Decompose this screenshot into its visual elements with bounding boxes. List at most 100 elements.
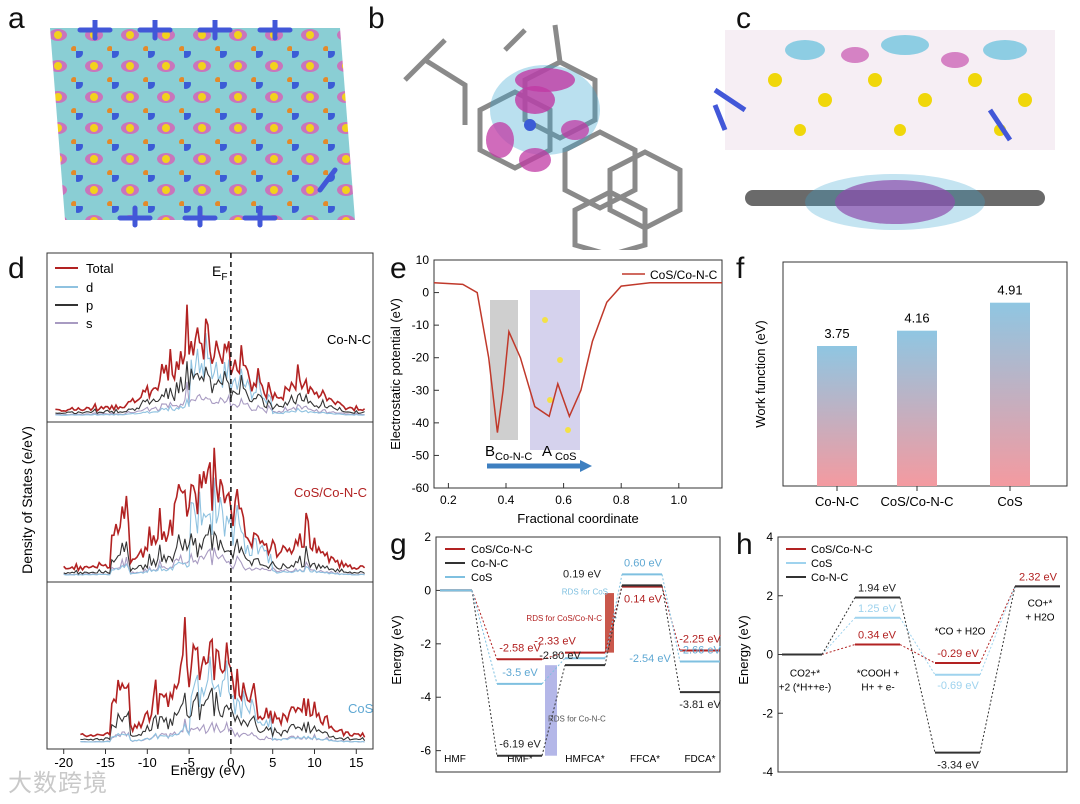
co2rr-ytick-label: 0 — [766, 648, 773, 662]
hmf-value-label-0-2: -2.33 eV — [534, 636, 576, 648]
co2rr-state-label-1-1: H+ + e- — [861, 683, 894, 694]
molecule-render-c — [712, 30, 1055, 230]
co2rr-ytick-label: -2 — [762, 706, 773, 720]
dos-xlabel: Energy (eV) — [171, 762, 246, 778]
co2rr-ytick-label: -4 — [762, 765, 773, 779]
esp-xlabel: Fractional coordinate — [517, 511, 638, 526]
hmf-connector-1-2 — [541, 665, 566, 756]
panel-f-chart: 3.75 Co-N-C 4.16 CoS/Co-N-C 4.91 CoS Work fun… — [753, 261, 1068, 509]
esp-ytick-label: -10 — [412, 318, 430, 332]
co2rr-connector-2-1 — [821, 597, 856, 655]
hmf-state-label-2: HMF* — [507, 754, 533, 765]
dos-xtick-label: -5 — [183, 755, 195, 770]
hmf-state-label-4: FFCA* — [630, 754, 660, 765]
dos-frame-3 — [46, 581, 374, 750]
co2rr-ylabel: Energy (eV) — [736, 615, 751, 684]
co2rr-value-label-0-3: 2.32 eV — [1019, 571, 1058, 583]
wf-bar-1 — [817, 346, 857, 486]
rds-box-conc — [545, 665, 557, 756]
co2rr-value-label-1-1: 1.25 eV — [858, 603, 897, 615]
esp-curve — [433, 282, 722, 433]
dos-curve-p-2 — [63, 524, 365, 575]
dos-label-cos-conc: CoS/Co-N-C — [294, 485, 367, 500]
wf-ylabel: Work function (eV) — [753, 320, 768, 427]
co2rr-value-label-2-2: -3.34 eV — [937, 760, 979, 772]
dos-curve-total-3 — [80, 617, 366, 738]
esp-ylabel: Electrostatic potential (eV) — [388, 298, 403, 450]
esp-ytick-label: 0 — [422, 286, 429, 300]
hmf-legend-2: CoS — [471, 572, 492, 584]
dos-xtick-label: 5 — [269, 755, 276, 770]
panel-letter-a: a — [8, 2, 25, 35]
hmf-connector-2-1 — [471, 590, 498, 685]
dos-xtick-label: -15 — [96, 755, 115, 770]
dos-curve-p-1 — [55, 361, 365, 415]
esp-xtick-label: 1.0 — [670, 493, 687, 507]
co2rr-legend-0: CoS/Co-N-C — [811, 544, 873, 556]
wf-category-3: CoS — [997, 494, 1023, 509]
co2rr-value-label-0-1: 0.34 eV — [858, 630, 897, 642]
co2rr-ytick-label: 4 — [766, 530, 773, 544]
dos-curve-p-3 — [80, 687, 366, 742]
molecule-render-b — [403, 24, 683, 250]
co2rr-value-label-2-1: 1.94 eV — [858, 583, 897, 595]
hmf-state-label-1: HMF — [444, 754, 466, 765]
hmf-ytick-label: -4 — [420, 690, 431, 704]
hmf-connector-2-4 — [661, 574, 681, 662]
co2rr-legend-1: CoS — [811, 558, 832, 570]
dos-curve-s-1 — [55, 381, 365, 416]
hmf-connector-1-4 — [661, 585, 681, 693]
wf-bar-2 — [897, 330, 937, 486]
co2rr-state-label-2-0: *CO + H2O — [935, 627, 986, 638]
esp-ytick-label: -30 — [412, 383, 430, 397]
dos-legend: Total d p s — [55, 261, 114, 331]
dos-xtick-label: -20 — [54, 755, 73, 770]
esp-ytick-label: -40 — [412, 416, 430, 430]
hmf-value-label-0-3: 0.14 eV — [624, 594, 663, 606]
dos-frame-1 — [46, 252, 374, 423]
esp-label-b: BCo-N-C — [485, 443, 532, 463]
legend-total: Total — [86, 261, 114, 276]
esp-ytick-label: 10 — [416, 253, 430, 267]
panel-letter-e: e — [390, 252, 407, 285]
co2rr-state-label-3-1: + H2O — [1025, 612, 1054, 623]
wf-bar-label-2: 4.16 — [904, 311, 929, 326]
fermi-label: EF — [212, 263, 227, 283]
wf-bar-label-3: 4.91 — [997, 283, 1022, 298]
rds-label-cos-conc: RDS for CoS/Co-N-C — [526, 614, 602, 623]
panel-letter-d: d — [8, 252, 25, 285]
wf-bar-3 — [990, 302, 1030, 486]
panel-letter-c: c — [736, 2, 751, 35]
panel-h-chart: 4 2 0 -2 -4 0.34 eV -0.29 eV 2.32 eV 1.25 eV -0.6… — [736, 530, 1068, 779]
esp-xtick-label: 0.4 — [498, 493, 515, 507]
co2rr-state-label-0-0: CO2+* — [790, 669, 820, 680]
esp-ytick-label: -50 — [412, 448, 430, 462]
hmf-connector-2-2 — [541, 657, 566, 685]
co2rr-connector-2-3 — [979, 586, 1016, 753]
dos-xtick-label: 10 — [307, 755, 321, 770]
panel-d-chart: EF Total d p s Co-N-C CoS/Co-N-C CoS -20… — [19, 252, 374, 778]
hmf-value-label-1-1: -6.19 eV — [499, 739, 541, 751]
dos-frame-2 — [46, 421, 374, 583]
hmf-value-label-2-1: -3.5 eV — [502, 667, 538, 679]
co2rr-state-label-0-1: +2 (*H++e-) — [779, 683, 832, 694]
dos-curve-total-2 — [63, 447, 366, 573]
hmf-value-label-1-2: -2.80 eV — [539, 650, 581, 662]
hmf-value-label-1-3: 0.19 eV — [563, 568, 602, 580]
hmf-value-label-0-4: -2.25 eV — [679, 633, 721, 645]
esp-legend: CoS/Co-N-C — [650, 268, 718, 282]
hmf-value-label-2-4: -2.66 eV — [679, 644, 721, 656]
esp-frame — [433, 259, 723, 489]
panel-letter-g: g — [390, 528, 407, 561]
esp-xtick-label: 0.8 — [613, 493, 630, 507]
esp-ytick-label: -60 — [412, 481, 430, 495]
hmf-frame — [435, 536, 721, 773]
rds-label-cos: RDS for CoS — [562, 587, 608, 596]
dos-curve-total-1 — [55, 304, 366, 413]
hmf-legend-0: CoS/Co-N-C — [471, 544, 533, 556]
dos-curve-s-2 — [63, 547, 365, 576]
hmf-state-label-5: FDCA* — [684, 754, 715, 765]
hmf-connector-0-1 — [471, 590, 498, 660]
hmf-connector-1-3 — [604, 585, 623, 666]
